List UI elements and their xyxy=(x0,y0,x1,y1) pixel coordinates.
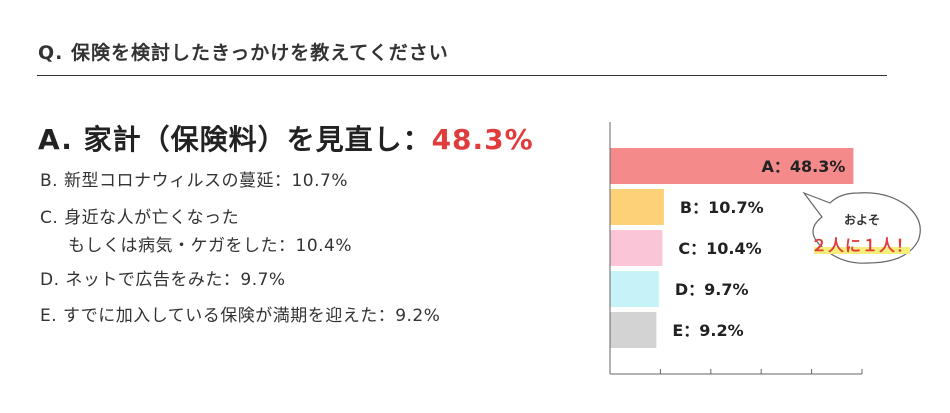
speech-bubble-shape xyxy=(802,191,921,264)
option-b: B. 新型コロナウィルスの蔓延：10.7% xyxy=(40,171,348,191)
option-c: C. 身近な人が亡くなった xyxy=(40,208,240,228)
top-answer: A. 家計（保険料）を見直し：48.3% xyxy=(38,118,534,158)
bar-b xyxy=(610,189,664,225)
divider xyxy=(37,75,887,76)
question-title: Q. 保険を検討したきっかけを教えてください xyxy=(38,42,449,64)
option-d: D. ネットで広告をみた：9.7% xyxy=(40,270,286,290)
bar-e xyxy=(610,312,657,348)
bar-c xyxy=(610,230,663,266)
bar-label-b: B：10.7% xyxy=(680,198,764,217)
bar-a xyxy=(610,148,854,184)
callout-small-text: およそ xyxy=(843,213,880,227)
top-answer-percent: 48.3% xyxy=(431,123,534,156)
callout-highlight xyxy=(814,247,910,254)
callout-bubble: およそ ２人に１人！ xyxy=(796,183,928,273)
bar-label-e: E：9.2% xyxy=(672,321,743,340)
callout-main-text: ２人に１人！ xyxy=(810,236,913,255)
bar-label-c: C：10.4% xyxy=(678,239,761,258)
top-answer-label: A. 家計（保険料）を見直し： xyxy=(38,123,432,156)
option-c-continued: もしくは病気・ケガをした：10.4% xyxy=(68,236,353,256)
bar-d xyxy=(610,271,659,307)
bar-label-d: D：9.7% xyxy=(675,280,749,299)
bar-chart: A：48.3% B：10.7% C：10.4% D：9.7% E：9.2% xyxy=(609,122,863,375)
option-e: E. すでに加入している保険が満期を迎えた：9.2% xyxy=(40,306,441,326)
bar-label-a: A：48.3% xyxy=(762,157,846,176)
